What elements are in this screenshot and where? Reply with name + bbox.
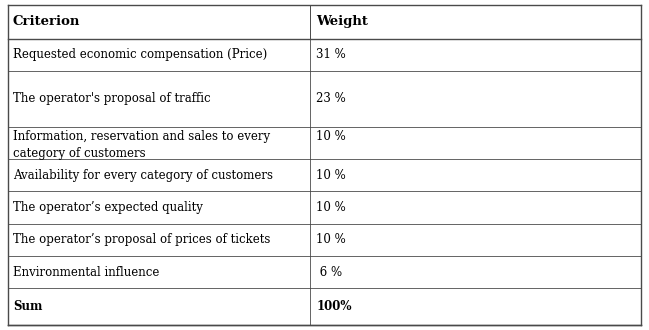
Bar bbox=[8, 127, 641, 159]
Text: 6 %: 6 % bbox=[317, 266, 343, 279]
Bar bbox=[8, 5, 641, 39]
Text: Sum: Sum bbox=[13, 300, 42, 313]
Text: Criterion: Criterion bbox=[13, 15, 80, 28]
Text: 10 %: 10 % bbox=[317, 201, 346, 214]
Text: 10 %: 10 % bbox=[317, 233, 346, 247]
Text: The operator’s expected quality: The operator’s expected quality bbox=[13, 201, 203, 214]
Text: 10 %: 10 % bbox=[317, 130, 346, 143]
Text: 23 %: 23 % bbox=[317, 92, 346, 105]
Text: Requested economic compensation (Price): Requested economic compensation (Price) bbox=[13, 49, 267, 61]
Text: The operator's proposal of traffic: The operator's proposal of traffic bbox=[13, 92, 211, 105]
Bar bbox=[8, 39, 641, 71]
Bar bbox=[8, 256, 641, 288]
Text: Weight: Weight bbox=[317, 15, 368, 28]
Bar bbox=[8, 71, 641, 127]
Bar bbox=[8, 288, 641, 325]
Bar bbox=[8, 224, 641, 256]
Bar bbox=[8, 159, 641, 191]
Bar bbox=[8, 191, 641, 224]
Text: Environmental influence: Environmental influence bbox=[13, 266, 160, 279]
Text: 10 %: 10 % bbox=[317, 169, 346, 182]
Text: 100%: 100% bbox=[317, 300, 352, 313]
Text: Information, reservation and sales to every
category of customers: Information, reservation and sales to ev… bbox=[13, 130, 270, 160]
Text: The operator’s proposal of prices of tickets: The operator’s proposal of prices of tic… bbox=[13, 233, 271, 247]
Text: 31 %: 31 % bbox=[317, 49, 346, 61]
Text: Availability for every category of customers: Availability for every category of custo… bbox=[13, 169, 273, 182]
